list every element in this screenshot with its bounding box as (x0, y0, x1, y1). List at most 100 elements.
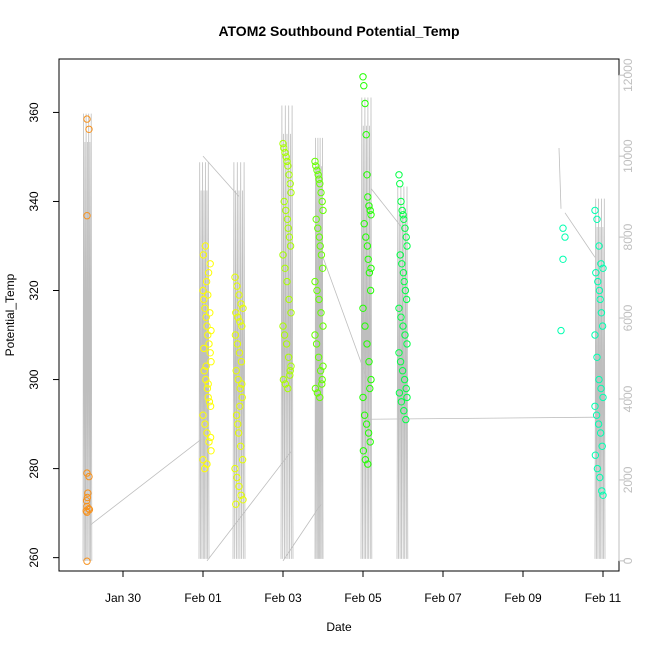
y-axis: 260 280 300 320 340 360 (27, 102, 60, 568)
data-point (238, 322, 246, 330)
data-point (359, 447, 368, 455)
data-point (400, 215, 408, 224)
data-point (397, 313, 405, 321)
chart-title: ATOM2 Southbound Potential_Temp (218, 23, 459, 39)
data-point (595, 375, 603, 384)
data-point (232, 500, 240, 508)
data-point (594, 277, 602, 286)
data-point (311, 277, 319, 286)
data-point (401, 286, 410, 295)
data-point (318, 375, 326, 384)
data-point (365, 202, 373, 210)
data-point (204, 269, 213, 277)
data-point (364, 255, 372, 263)
x-tick-label: Jan 30 (105, 591, 141, 605)
data-point (234, 313, 242, 321)
data-point (284, 162, 292, 170)
data-point (205, 398, 214, 406)
data-point (591, 206, 599, 215)
data-point (83, 502, 91, 511)
data-point (83, 508, 91, 516)
data-point (313, 389, 322, 397)
data-point (364, 193, 372, 201)
data-point (359, 304, 367, 312)
pressure-transit (366, 416, 598, 420)
data-point (316, 180, 324, 188)
data-point (85, 125, 93, 134)
data-point (281, 264, 289, 272)
data-point (592, 269, 600, 277)
data-point (402, 415, 410, 424)
y2-tick-label: 0 (621, 557, 635, 564)
pressure-profile (396, 186, 409, 559)
data-point (206, 349, 214, 357)
y2-tick-label: 2000 (621, 466, 635, 493)
data-point (359, 393, 367, 402)
data-point (279, 322, 287, 330)
data-point (367, 375, 375, 384)
data-point (399, 269, 408, 277)
data-point (401, 224, 409, 232)
x-tick-label: Feb 07 (424, 591, 462, 605)
data-point (83, 212, 91, 220)
data-point (396, 251, 404, 259)
data-point (366, 438, 374, 446)
plot-frame (58, 58, 620, 572)
data-point (238, 456, 247, 464)
data-point (316, 242, 324, 250)
data-point (359, 73, 367, 81)
data-point (398, 206, 406, 215)
x-tick-label: Feb 05 (344, 591, 382, 605)
data-point (234, 429, 243, 437)
data-point (203, 460, 211, 468)
data-point (559, 255, 567, 263)
data-point (395, 389, 404, 397)
data-point (595, 286, 604, 295)
data-point (280, 144, 288, 152)
data-point (363, 340, 371, 348)
data-point (402, 233, 410, 241)
pressure-transit (202, 155, 240, 197)
data-point (236, 402, 244, 410)
data-point (362, 131, 370, 139)
data-point (597, 384, 605, 393)
data-point (202, 375, 210, 384)
y-tick-label: 300 (27, 369, 41, 389)
data-point (206, 402, 215, 410)
data-point (201, 420, 209, 428)
data-point (284, 353, 293, 361)
data-point (319, 206, 327, 215)
data-point (399, 211, 407, 219)
data-point (236, 384, 244, 393)
data-point (239, 496, 247, 504)
data-point (366, 384, 374, 393)
data-point (279, 375, 288, 384)
data-point (402, 295, 411, 304)
data-point (234, 375, 242, 384)
data-point (206, 260, 214, 268)
data-point (232, 411, 241, 419)
pressure-profile (280, 105, 294, 559)
data-point (313, 166, 321, 175)
data-point (200, 295, 208, 304)
data-point (82, 507, 90, 515)
data-point (206, 309, 214, 317)
pressure-profile (360, 97, 373, 559)
data-point (287, 362, 295, 370)
data-point (318, 264, 327, 272)
data-point (315, 233, 324, 241)
data-point (599, 264, 607, 272)
y-tick-label: 320 (27, 280, 41, 300)
data-point (287, 188, 295, 197)
data-point (400, 375, 409, 384)
pressure-profile (594, 198, 606, 559)
data-point (598, 487, 606, 495)
data-point (319, 322, 327, 330)
data-point (314, 353, 323, 361)
data-point (318, 380, 326, 388)
data-point (360, 220, 368, 228)
data-point (557, 326, 565, 335)
pressure-profile (232, 162, 246, 559)
data-point (363, 171, 371, 179)
